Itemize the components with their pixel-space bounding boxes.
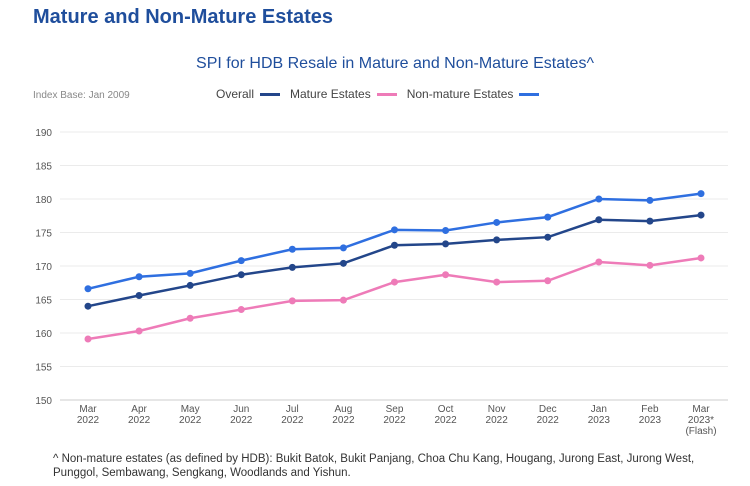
index-base-note: Index Base: Jan 2009 — [33, 90, 130, 101]
y-tick-label: 150 — [35, 396, 52, 407]
x-tick-label: Mar — [692, 404, 710, 415]
x-tick-label: Jun — [233, 404, 249, 415]
legend-swatch — [519, 92, 540, 96]
series-line — [87, 192, 702, 290]
x-tick-label: 2022 — [230, 415, 253, 426]
data-point — [186, 269, 194, 277]
data-point — [288, 297, 296, 305]
data-point — [84, 335, 92, 343]
data-point — [237, 306, 245, 314]
data-point — [493, 218, 501, 226]
x-tick-label: 2022 — [383, 415, 406, 426]
data-point — [544, 233, 552, 241]
data-point — [544, 277, 552, 285]
data-point — [237, 257, 245, 265]
data-point — [544, 213, 552, 221]
legend: Overall Mature Estates Non-mature Estates — [216, 87, 543, 101]
data-point — [442, 240, 450, 248]
data-point — [186, 314, 194, 322]
data-point — [646, 217, 654, 225]
data-point — [595, 216, 603, 224]
x-tick-label: Feb — [641, 404, 659, 415]
data-point — [442, 226, 450, 234]
data-point — [339, 244, 347, 252]
x-tick-label: 2022 — [332, 415, 355, 426]
footnote: ^ Non-mature estates (as defined by HDB)… — [53, 453, 695, 479]
data-point — [493, 236, 501, 244]
data-point — [697, 211, 705, 219]
x-tick-label: 2022 — [281, 415, 304, 426]
data-point — [288, 245, 296, 253]
x-tick-label: Aug — [335, 404, 353, 415]
data-point — [135, 327, 143, 335]
series-line — [87, 256, 702, 341]
page-title: Mature and Non-Mature Estates — [33, 6, 334, 28]
data-point — [84, 302, 92, 310]
chart-title: SPI for HDB Resale in Mature and Non-Mat… — [196, 55, 594, 72]
x-tick-label: Sep — [386, 404, 404, 415]
data-point — [135, 291, 143, 299]
x-tick-label: 2022 — [537, 415, 560, 426]
x-tick-label: Oct — [438, 404, 454, 415]
x-tick-label: May — [181, 404, 200, 415]
x-tick-label: 2022 — [77, 415, 100, 426]
x-tick-label: 2022 — [128, 415, 151, 426]
x-tick-label: Apr — [131, 404, 147, 415]
y-tick-label: 170 — [35, 262, 52, 273]
x-tick-label: Mar — [79, 404, 97, 415]
data-point — [391, 226, 398, 234]
x-tick-label: 2022 — [486, 415, 509, 426]
data-point — [697, 190, 705, 198]
x-tick-label: Dec — [539, 404, 557, 415]
data-point — [646, 196, 654, 204]
x-tick-label: Nov — [488, 404, 506, 415]
y-tick-label: 160 — [35, 329, 52, 340]
legend-label: Mature Estates — [290, 87, 371, 101]
data-point — [697, 254, 705, 262]
y-tick-label: 155 — [35, 363, 52, 374]
data-point — [391, 241, 398, 249]
data-point — [288, 263, 296, 271]
data-point — [186, 281, 194, 289]
data-point — [595, 258, 603, 266]
legend-label: Non-mature Estates — [406, 87, 514, 101]
data-point — [595, 195, 603, 203]
x-tick-label: (Flash) — [685, 426, 716, 437]
line-chart: 150155160165170175180185190Mar2022Apr202… — [35, 128, 728, 437]
data-point — [84, 285, 92, 293]
data-point — [135, 273, 143, 281]
x-tick-label: Jul — [286, 404, 299, 415]
data-point — [237, 271, 245, 279]
data-point — [391, 278, 398, 286]
x-tick-label: 2023 — [588, 415, 611, 426]
y-tick-label: 165 — [35, 296, 52, 307]
x-tick-label: Jan — [591, 404, 607, 415]
data-point — [646, 261, 654, 269]
x-tick-label: 2023 — [639, 415, 662, 426]
x-tick-label: 2022 — [179, 415, 202, 426]
y-tick-label: 175 — [35, 229, 52, 240]
x-tick-label: 2023* — [688, 415, 714, 426]
legend-swatch — [376, 92, 397, 96]
data-point — [442, 271, 450, 279]
legend-swatch — [260, 92, 281, 96]
data-point — [339, 259, 347, 267]
y-tick-label: 185 — [35, 162, 52, 173]
y-tick-label: 180 — [35, 195, 52, 206]
data-point — [493, 278, 501, 286]
x-tick-label: 2022 — [434, 415, 457, 426]
data-point — [339, 296, 347, 304]
legend-label: Overall — [216, 87, 255, 101]
y-tick-label: 190 — [35, 128, 52, 139]
